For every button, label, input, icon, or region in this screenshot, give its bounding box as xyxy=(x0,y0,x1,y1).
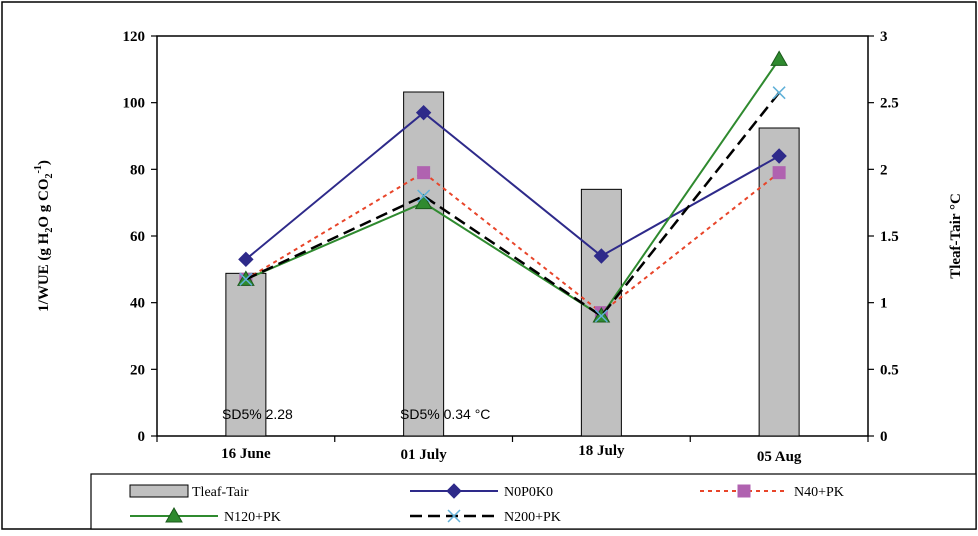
y-left-tick-label: 60 xyxy=(130,229,145,245)
annotation-sd-temp: SD5% 0.34 °C xyxy=(400,406,490,422)
series-point-n0p0k0 xyxy=(415,104,432,121)
x-category-label: 01 July xyxy=(400,447,447,463)
legend-marker-n40-pk xyxy=(737,484,751,498)
legend-items: Tleaf-Tair N0P0K0 N40+PK N120+PK N200+PK xyxy=(129,483,844,525)
x-category-label: 16 June xyxy=(221,446,271,462)
annotation-sd-wue: SD5% 2.28 xyxy=(222,406,293,422)
y-axis-right-title: Tleaf-Tair °C xyxy=(948,193,964,279)
series-point-n200-pk xyxy=(772,86,786,100)
series-point-n120-pk xyxy=(414,193,433,210)
series-point-n200-pk xyxy=(417,189,431,203)
bar-tleaf-tair xyxy=(758,127,800,437)
y-right-tick-label: 2 xyxy=(880,162,888,178)
y-right-tick-label: 1 xyxy=(880,296,888,312)
series-point-n0p0k0 xyxy=(238,251,254,268)
series-line-n40-pk xyxy=(245,171,780,314)
y-axis-left-title: 1/WUE (g H2O g CO2-1) xyxy=(33,160,55,312)
y-right-tick-label: 0 xyxy=(880,429,888,445)
series-line-n200-pk xyxy=(245,91,781,318)
bars-layer xyxy=(225,91,800,437)
legend-marker-n120-pk xyxy=(165,506,183,523)
legend-label: Tleaf-Tair xyxy=(192,485,249,500)
legend-label: N0P0K0 xyxy=(504,485,553,500)
y-right-tick-label: 0.5 xyxy=(880,362,899,378)
y-left-tick-label: 0 xyxy=(138,429,146,445)
y-right-tick-label: 1.5 xyxy=(880,229,899,245)
legend-label: N40+PK xyxy=(794,485,844,500)
x-category-label: 18 July xyxy=(578,443,625,459)
marker-stroke xyxy=(594,309,608,323)
series-point-n120-pk xyxy=(770,50,788,66)
axes-layer: 0 20 40 60 80 100 120 0 0.5 1 1.5 2 2.5 3 16 June 01 Ju… xyxy=(123,29,899,465)
series-line-n120-pk xyxy=(245,58,780,318)
series-point-n200-pk xyxy=(594,309,608,323)
y-left-tick-label: 20 xyxy=(130,362,145,378)
series-point-n200-pk xyxy=(239,272,253,286)
y-left-tick-label: 120 xyxy=(123,29,146,45)
marker-stroke xyxy=(447,509,461,523)
y-left-tick-label: 80 xyxy=(130,162,145,178)
marker-stroke xyxy=(239,272,253,286)
marker-stroke xyxy=(417,189,431,203)
legend-label: N200+PK xyxy=(504,510,561,525)
series-point-n0p0k0 xyxy=(771,148,787,164)
legend-marker-n0p0k0 xyxy=(446,483,462,499)
lines-layer xyxy=(237,50,788,323)
legend-swatch-bar xyxy=(129,484,189,498)
legend-marker-n200-pk xyxy=(447,509,461,523)
y-right-tick-label: 2.5 xyxy=(880,96,899,112)
y-left-tick-label: 40 xyxy=(130,296,145,312)
series-point-n40-pk xyxy=(772,166,786,180)
bar-tleaf-tair xyxy=(403,91,445,437)
series-point-n40-pk xyxy=(417,166,431,180)
y-left-tick-label: 100 xyxy=(123,96,146,112)
legend-label: N120+PK xyxy=(224,510,281,525)
legend xyxy=(90,473,977,530)
series-line-n0p0k0 xyxy=(245,111,780,261)
series-point-n0p0k0 xyxy=(593,248,610,264)
marker-stroke xyxy=(772,86,786,100)
y-right-tick-label: 3 xyxy=(880,29,888,45)
x-category-label: 05 Aug xyxy=(757,449,802,465)
